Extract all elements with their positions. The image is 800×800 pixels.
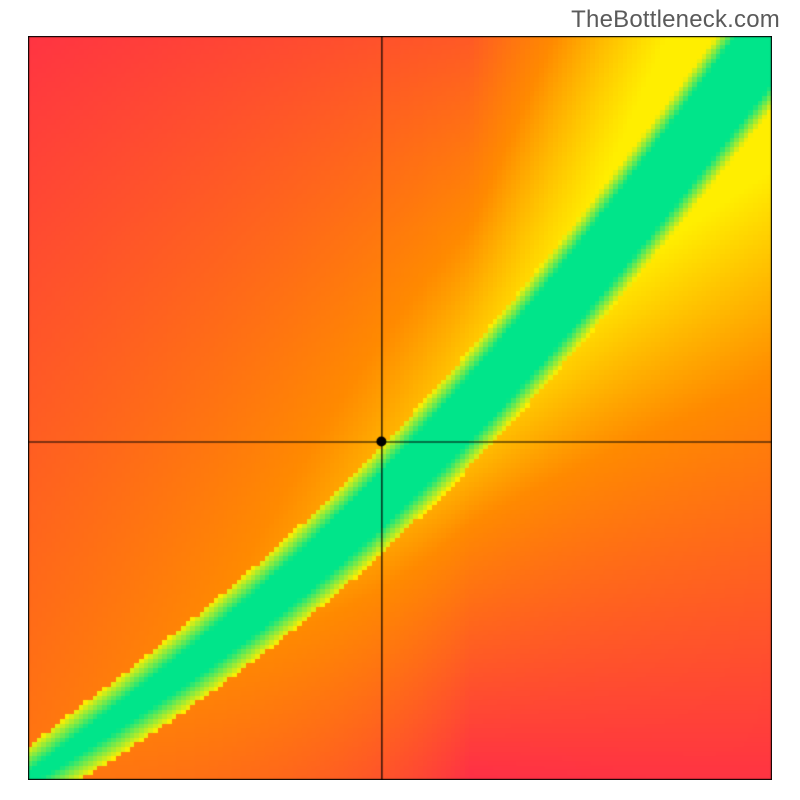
chart-container: { "watermark": "TheBottleneck.com", "cha… bbox=[0, 0, 800, 800]
bottleneck-heatmap bbox=[28, 36, 772, 780]
watermark-text: TheBottleneck.com bbox=[571, 6, 780, 34]
